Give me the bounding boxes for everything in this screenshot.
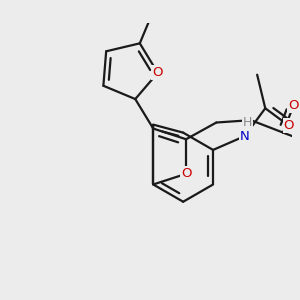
- Text: O: O: [181, 167, 191, 180]
- Text: O: O: [284, 119, 294, 132]
- Text: O: O: [152, 66, 163, 79]
- Text: N: N: [240, 130, 250, 142]
- Text: H: H: [243, 116, 252, 129]
- Text: O: O: [288, 99, 299, 112]
